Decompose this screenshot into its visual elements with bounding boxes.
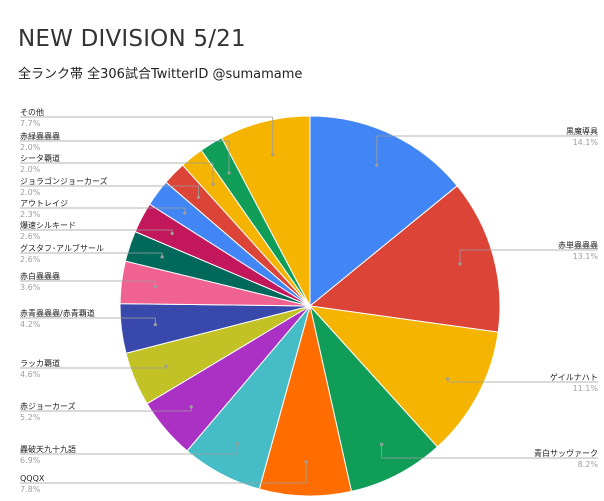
pie-slice-3 [309, 304, 439, 493]
slice-label-16: その他 [20, 107, 44, 117]
pie-slices [119, 115, 501, 497]
pie-slice-0 [309, 115, 458, 308]
leader-dot-11 [170, 231, 174, 236]
leader-dot-15 [227, 171, 231, 175]
leader-dot-1 [458, 262, 462, 266]
chart-subtitle: 全ランク帯 全306試合TwitterID @sumamame [18, 67, 303, 82]
pie-slice-4 [258, 305, 353, 497]
chart-title: NEW DIVISION 5/21 [18, 26, 246, 52]
pie-slice-1 [308, 185, 501, 333]
slice-label-1: 赤単蟲蟲蟲 [558, 240, 598, 250]
leader-dot-0 [375, 163, 379, 167]
leader-line-12 [20, 207, 186, 214]
leader-line-9 [20, 280, 156, 287]
slice-label-14: シータ覇道 [20, 153, 60, 163]
leader-line-15 [20, 140, 230, 173]
slice-label-9: 赤白蟲蟲蟲 [20, 271, 60, 281]
slice-label-5: 轟破天九十九語 [20, 444, 76, 454]
leader-line-0 [376, 135, 598, 166]
leader-line-3 [381, 444, 598, 459]
leader-dot-4 [304, 460, 308, 464]
leader-dot-10 [160, 255, 164, 259]
slice-label-6: 赤ジョーカーズ [20, 401, 76, 411]
leader-line-16 [20, 116, 274, 155]
slice-percent-3: 8.2% [578, 460, 599, 469]
slice-label-10: グスタフ･アルブサール [20, 243, 104, 253]
slice-label-3: 青白サッヴァーク [534, 448, 598, 458]
slice-label-11: 爆速シルキード [20, 220, 76, 230]
slice-label-4: QQQX [20, 474, 45, 483]
slice-percent-5: 6.9% [20, 456, 41, 465]
slice-percent-7: 4.6% [20, 370, 41, 379]
slice-label-12: アウトレイジ [20, 199, 68, 208]
leader-line-8 [20, 317, 156, 325]
slice-percent-16: 7.7% [20, 119, 41, 128]
slice-percent-15: 2.0% [20, 143, 41, 152]
leader-line-5 [20, 443, 238, 455]
slice-percent-10: 2.6% [20, 255, 41, 264]
pie-slice-16 [220, 115, 311, 307]
slice-label-15: 赤緑蟲蟲蟲 [20, 131, 60, 141]
slice-percent-12: 2.3% [20, 210, 41, 219]
slice-label-8: 赤青蟲蟲蟲/赤青覇道 [20, 308, 95, 318]
leader-line-1 [459, 249, 598, 264]
slice-percent-8: 4.2% [20, 320, 41, 329]
slice-labels: 黒魔導具 14.1% 赤単蟲蟲蟲 13.1% ゲイルナハト 11.1% 青白サッヴァーク 8.… [20, 107, 598, 494]
leader-lines [20, 116, 598, 484]
slice-percent-4: 7.8% [20, 485, 41, 494]
leader-dot-9 [153, 284, 157, 289]
leader-dot-16 [271, 153, 275, 157]
leader-dot-8 [153, 323, 157, 327]
pie-slice-2 [308, 305, 499, 448]
slice-percent-2: 11.1% [573, 384, 599, 393]
slice-label-13: ジョラゴンジョーカーズ [20, 176, 108, 186]
slice-percent-13: 2.0% [20, 188, 41, 197]
leader-dot-3 [380, 442, 384, 446]
leader-line-14 [20, 162, 214, 185]
slice-label-7: ラッカ覇道 [20, 358, 60, 368]
slice-percent-14: 2.0% [20, 165, 41, 174]
slice-label-2: ゲイルナハト [550, 372, 598, 382]
leader-dot-7 [164, 364, 168, 368]
slice-percent-0: 14.1% [573, 138, 599, 147]
leader-dot-5 [235, 442, 239, 446]
leader-line-13 [20, 185, 199, 198]
slice-label-0: 黒魔導具 [566, 126, 598, 136]
leader-dot-14 [211, 182, 215, 186]
leader-dot-12 [183, 211, 187, 215]
leader-line-4 [20, 461, 307, 484]
leader-dot-13 [196, 195, 201, 199]
slice-percent-6: 5.2% [20, 413, 41, 422]
leader-dot-6 [189, 405, 193, 409]
slice-percent-11: 2.6% [20, 232, 41, 241]
leader-dot-2 [446, 377, 450, 381]
slice-percent-9: 3.6% [20, 283, 41, 292]
slice-percent-1: 13.1% [573, 252, 599, 261]
